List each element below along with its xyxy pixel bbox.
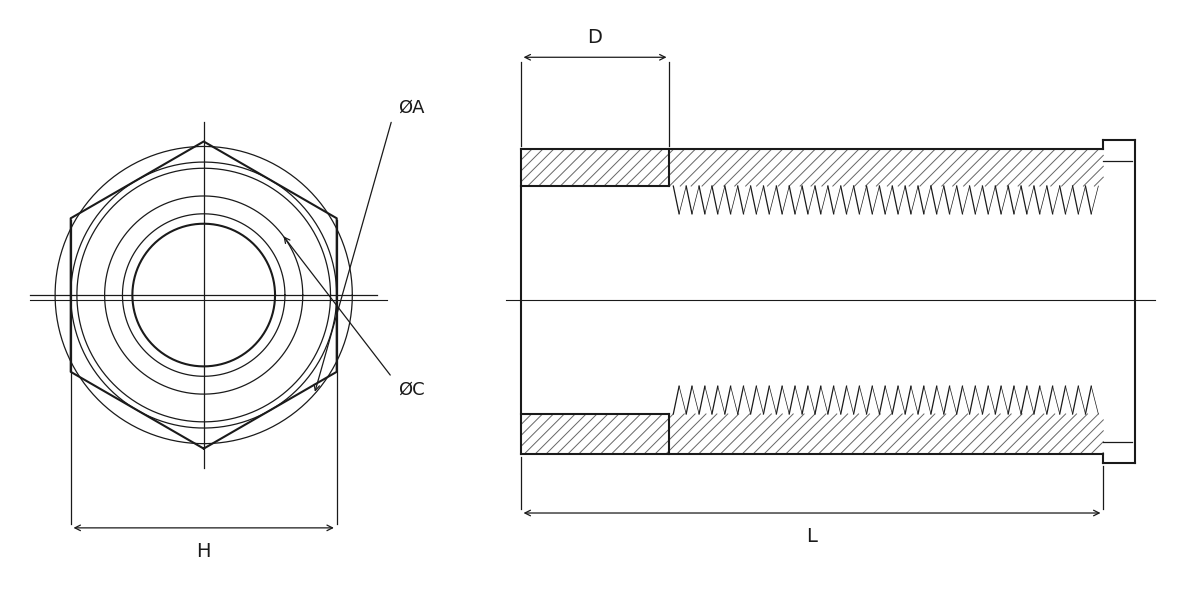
Text: ØA: ØA bbox=[398, 99, 425, 117]
Text: L: L bbox=[806, 527, 817, 546]
Text: ØC: ØC bbox=[398, 380, 425, 398]
Text: H: H bbox=[197, 542, 211, 561]
Text: D: D bbox=[588, 28, 602, 47]
